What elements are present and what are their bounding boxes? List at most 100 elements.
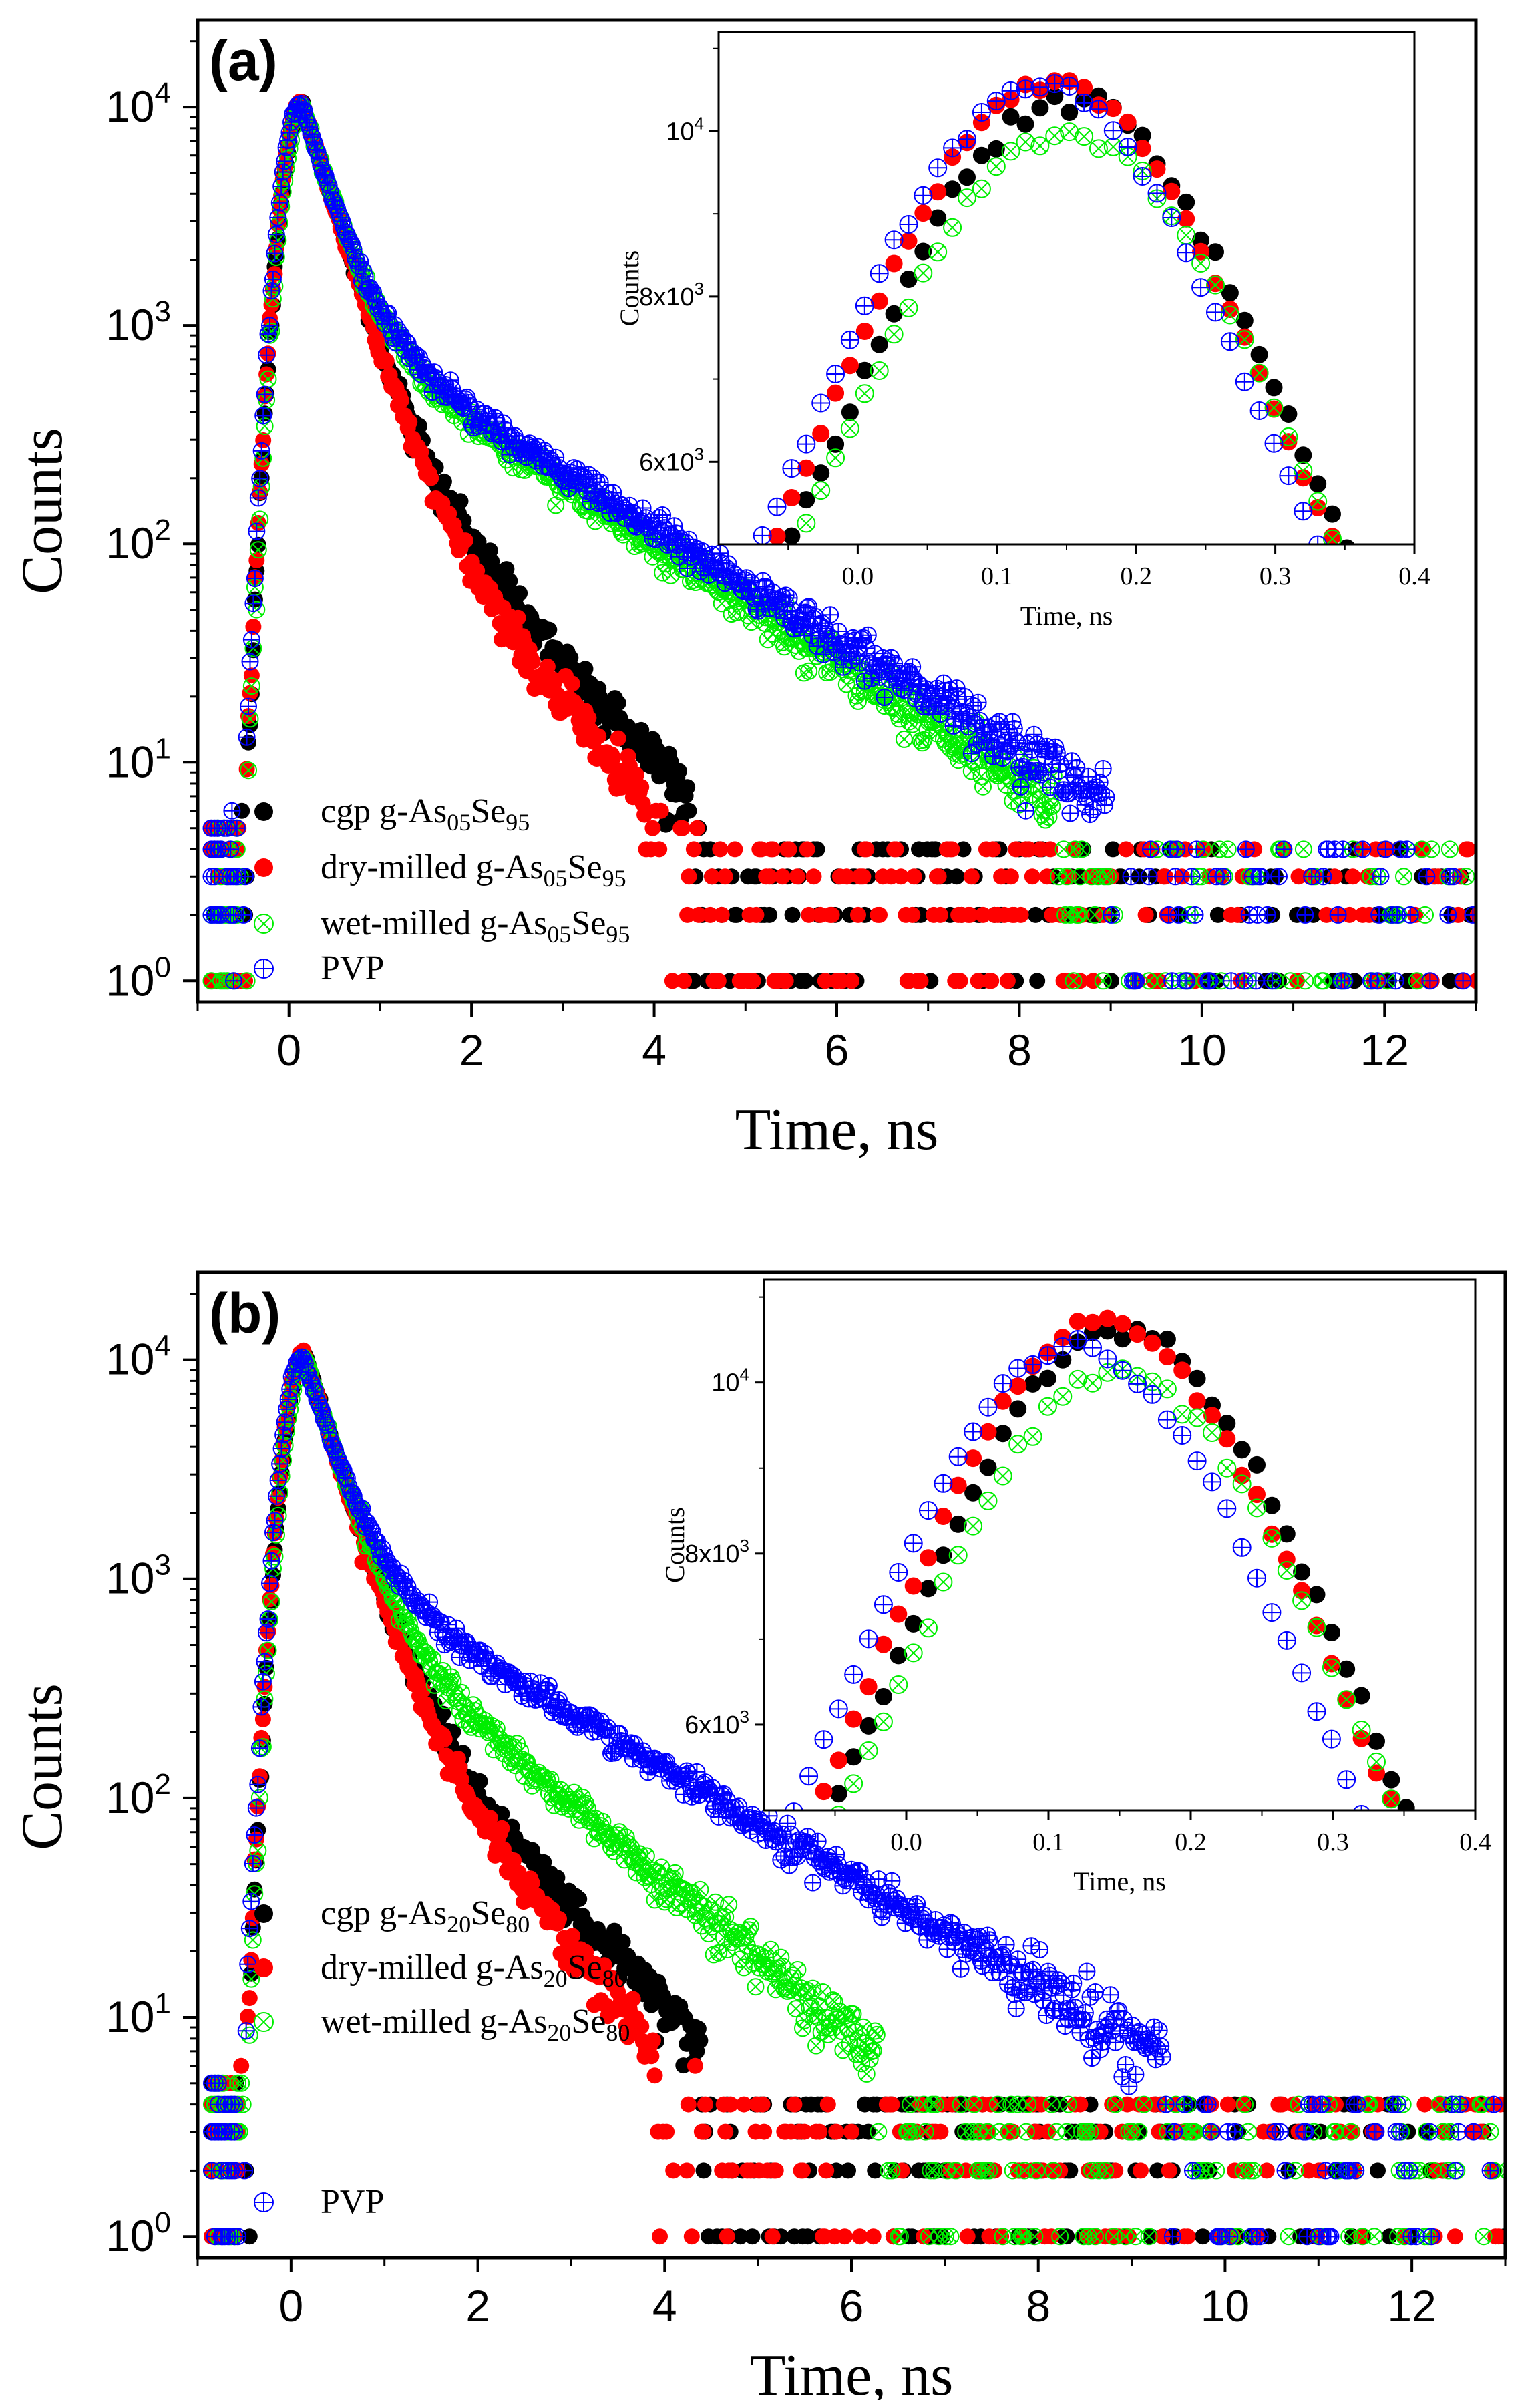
legend-entry: wet-milled g-As05Se95 [321, 904, 630, 948]
inset-data-point [783, 489, 801, 506]
inset-data-point [1278, 1550, 1296, 1568]
inset-data-point [914, 186, 933, 205]
data-point [1221, 2228, 1239, 2246]
data-point [872, 906, 888, 923]
data-point [1002, 868, 1019, 885]
data-point [1127, 972, 1145, 990]
data-point [245, 619, 262, 635]
data-point [1087, 1983, 1104, 2001]
data-point [610, 695, 626, 711]
legend-entry: dry-milled g-As05Se95 [321, 848, 626, 892]
data-point [761, 868, 778, 885]
data-point [401, 413, 418, 430]
inset-data-point [958, 130, 976, 149]
data-point [246, 1826, 264, 1844]
data-point [393, 392, 409, 409]
inset-data-point [1337, 1770, 1356, 1789]
inset-data-point [1113, 1361, 1132, 1380]
inset-data-point [928, 158, 948, 178]
data-point [1271, 2123, 1289, 2141]
inset-data-point [1060, 77, 1079, 96]
data-point [1344, 2123, 1361, 2140]
data-point [1169, 906, 1187, 924]
inset-series-2 [797, 122, 1342, 544]
inset-data-point [1235, 372, 1254, 391]
data-point [1152, 2037, 1170, 2055]
inset-data-point [827, 435, 845, 453]
data-point [259, 1610, 277, 1628]
data-point [1101, 1986, 1119, 2004]
data-point [240, 734, 256, 751]
data-point [223, 802, 241, 820]
data-point [1195, 2228, 1211, 2245]
inset-data-point [948, 1447, 968, 1466]
inset-data-point [914, 242, 932, 261]
data-point [807, 607, 824, 625]
data-point [1017, 802, 1034, 820]
inset-data-point [1191, 278, 1211, 297]
data-point [333, 212, 351, 230]
inset-data-point [1177, 193, 1195, 211]
data-point [1449, 2123, 1467, 2141]
data-point [379, 304, 397, 322]
data-point [1140, 868, 1158, 886]
inset-data-point [1250, 345, 1268, 363]
inset-data-point [1113, 1315, 1131, 1333]
data-point [267, 226, 285, 244]
inset-data-point [986, 92, 1006, 111]
data-point [840, 2162, 856, 2179]
inset-data-point [753, 526, 772, 544]
data-point [209, 2074, 227, 2092]
inset-data-point [859, 1629, 878, 1649]
data-point [819, 2096, 836, 2113]
inset-data-point [826, 365, 845, 383]
data-point [1251, 2228, 1269, 2246]
data-point [1481, 2162, 1499, 2180]
inset-data-point [827, 384, 845, 402]
data-point [679, 906, 696, 923]
data-point [687, 2057, 703, 2074]
inset-data-point [1158, 1330, 1176, 1348]
data-point [269, 1472, 287, 1489]
inset-data-point [1157, 1410, 1177, 1429]
data-point [435, 473, 452, 490]
data-point [809, 1832, 827, 1850]
data-point [952, 973, 968, 989]
legend-entry: cgp g-As20Se80 [321, 1894, 530, 1938]
inset-data-point [1045, 126, 1065, 146]
inset-data-point [812, 464, 830, 482]
data-point [1012, 778, 1030, 796]
data-point [541, 621, 558, 638]
inset-data-point [874, 1688, 892, 1705]
x-tick-label: 8 [1007, 1025, 1032, 1075]
data-point [261, 317, 278, 335]
data-point [270, 194, 288, 212]
data-point [828, 2123, 845, 2140]
data-point [1183, 868, 1201, 886]
data-point [242, 1892, 260, 1910]
data-point [1105, 841, 1121, 858]
inset-data-point [855, 361, 874, 379]
inset-data-point [958, 168, 976, 186]
data-point [1344, 868, 1361, 885]
data-point [436, 1731, 453, 1747]
data-point [712, 841, 729, 858]
inset-data-point [1148, 160, 1166, 178]
inset-data-point [1191, 254, 1211, 273]
data-point [1237, 840, 1255, 858]
inset-data-point [1098, 1349, 1117, 1369]
data-point [1157, 2095, 1175, 2113]
data-point [452, 493, 469, 510]
data-point [1370, 2162, 1386, 2179]
data-point [859, 626, 877, 644]
data-point [980, 1931, 998, 1949]
data-point [471, 1773, 488, 1789]
data-point [1078, 1962, 1096, 1981]
data-point [962, 745, 980, 763]
data-point [1007, 2000, 1025, 2017]
data-point [944, 841, 960, 858]
data-point [547, 448, 565, 466]
